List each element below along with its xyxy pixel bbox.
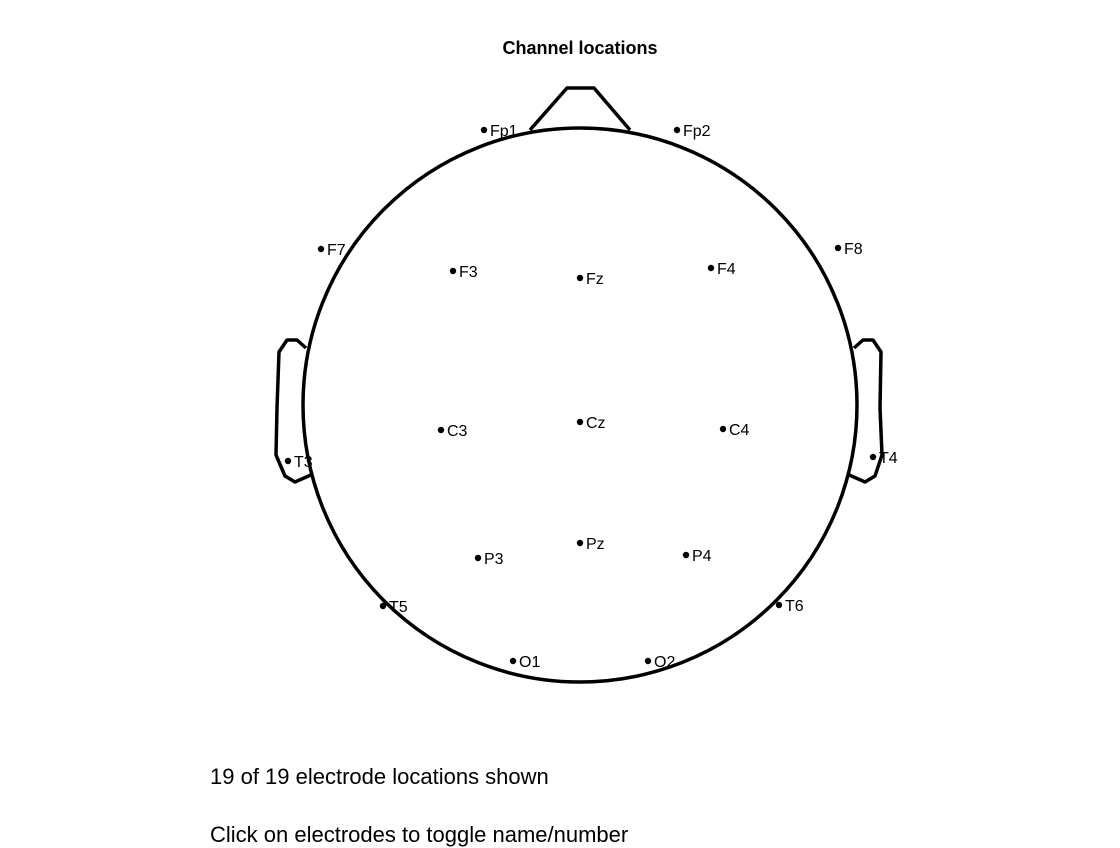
electrode-dot-f8[interactable] <box>834 244 842 252</box>
electrode-dot-cz[interactable] <box>576 418 584 426</box>
electrode-t6[interactable]: T6 <box>775 598 804 615</box>
electrode-label-fp2[interactable]: Fp2 <box>683 123 711 140</box>
electrode-dot-o2[interactable] <box>644 657 652 665</box>
electrode-label-t5[interactable]: T5 <box>389 599 408 616</box>
electrode-dot-c4[interactable] <box>719 425 727 433</box>
electrode-label-p3[interactable]: P3 <box>484 551 504 568</box>
electrode-dot-t4[interactable] <box>869 453 877 461</box>
electrode-o2[interactable]: O2 <box>644 654 676 671</box>
electrode-o1[interactable]: O1 <box>509 654 541 671</box>
electrode-fz[interactable]: Fz <box>576 271 604 288</box>
electrode-dot-t3[interactable] <box>284 457 292 465</box>
electrode-label-pz[interactable]: Pz <box>586 536 605 553</box>
electrode-pz[interactable]: Pz <box>576 536 605 553</box>
electrode-dot-f7[interactable] <box>317 245 325 253</box>
electrode-dot-fz[interactable] <box>576 274 584 282</box>
electrode-label-t4[interactable]: T4 <box>879 450 898 467</box>
electrode-f7[interactable]: F7 <box>317 242 346 259</box>
electrode-t5[interactable]: T5 <box>379 599 408 616</box>
electrode-f8[interactable]: F8 <box>834 241 863 258</box>
electrode-label-p4[interactable]: P4 <box>692 548 712 565</box>
electrode-dot-fp1[interactable] <box>480 126 488 134</box>
electrode-dot-t5[interactable] <box>379 602 387 610</box>
left-ear-icon <box>274 338 314 484</box>
electrode-dot-t6[interactable] <box>775 601 783 609</box>
electrode-t4[interactable]: T4 <box>869 450 898 467</box>
electrode-label-cz[interactable]: Cz <box>586 415 606 432</box>
head-circle <box>301 126 859 684</box>
electrode-label-f3[interactable]: F3 <box>459 264 478 281</box>
electrode-dot-c3[interactable] <box>437 426 445 434</box>
electrode-dot-o1[interactable] <box>509 657 517 665</box>
electrode-dot-f3[interactable] <box>449 267 457 275</box>
electrode-c3[interactable]: C3 <box>437 423 468 440</box>
electrode-label-t6[interactable]: T6 <box>785 598 804 615</box>
electrode-layer: Fp1 Fp2 F7 F3 Fz F4 F8 T3 C3 Cz C4 T4 T5 P3 Pz P4 T6 O1 O2 <box>284 123 898 671</box>
electrode-dot-f4[interactable] <box>707 264 715 272</box>
electrode-label-f7[interactable]: F7 <box>327 242 346 259</box>
electrode-fp1[interactable]: Fp1 <box>480 123 518 140</box>
electrode-t3[interactable]: T3 <box>284 454 313 471</box>
right-ear-icon <box>846 338 884 484</box>
nose-icon <box>528 86 632 132</box>
electrode-label-c3[interactable]: C3 <box>447 423 468 440</box>
electrode-fp2[interactable]: Fp2 <box>673 123 711 140</box>
electrode-label-f8[interactable]: F8 <box>844 241 863 258</box>
head-outline <box>274 86 884 684</box>
electrode-dot-p4[interactable] <box>682 551 690 559</box>
electrode-p3[interactable]: P3 <box>474 551 504 568</box>
electrode-label-fz[interactable]: Fz <box>586 271 604 288</box>
electrode-label-t3[interactable]: T3 <box>294 454 313 471</box>
electrode-label-f4[interactable]: F4 <box>717 261 736 278</box>
figure-title: Channel locations <box>502 38 658 58</box>
electrode-p4[interactable]: P4 <box>682 548 712 565</box>
electrode-dot-fp2[interactable] <box>673 126 681 134</box>
electrode-count-text: 19 of 19 electrode locations shown <box>210 764 549 789</box>
electrode-label-o2[interactable]: O2 <box>654 654 675 671</box>
electrode-label-fp1[interactable]: Fp1 <box>490 123 518 140</box>
electrode-cz[interactable]: Cz <box>576 415 606 432</box>
electrode-dot-pz[interactable] <box>576 539 584 547</box>
electrode-label-c4[interactable]: C4 <box>729 422 750 439</box>
electrode-c4[interactable]: C4 <box>719 422 750 439</box>
toggle-hint-text: Click on electrodes to toggle name/numbe… <box>210 822 629 847</box>
electrode-dot-p3[interactable] <box>474 554 482 562</box>
electrode-f3[interactable]: F3 <box>449 264 478 281</box>
electrode-f4[interactable]: F4 <box>707 261 736 278</box>
electrode-label-o1[interactable]: O1 <box>519 654 540 671</box>
